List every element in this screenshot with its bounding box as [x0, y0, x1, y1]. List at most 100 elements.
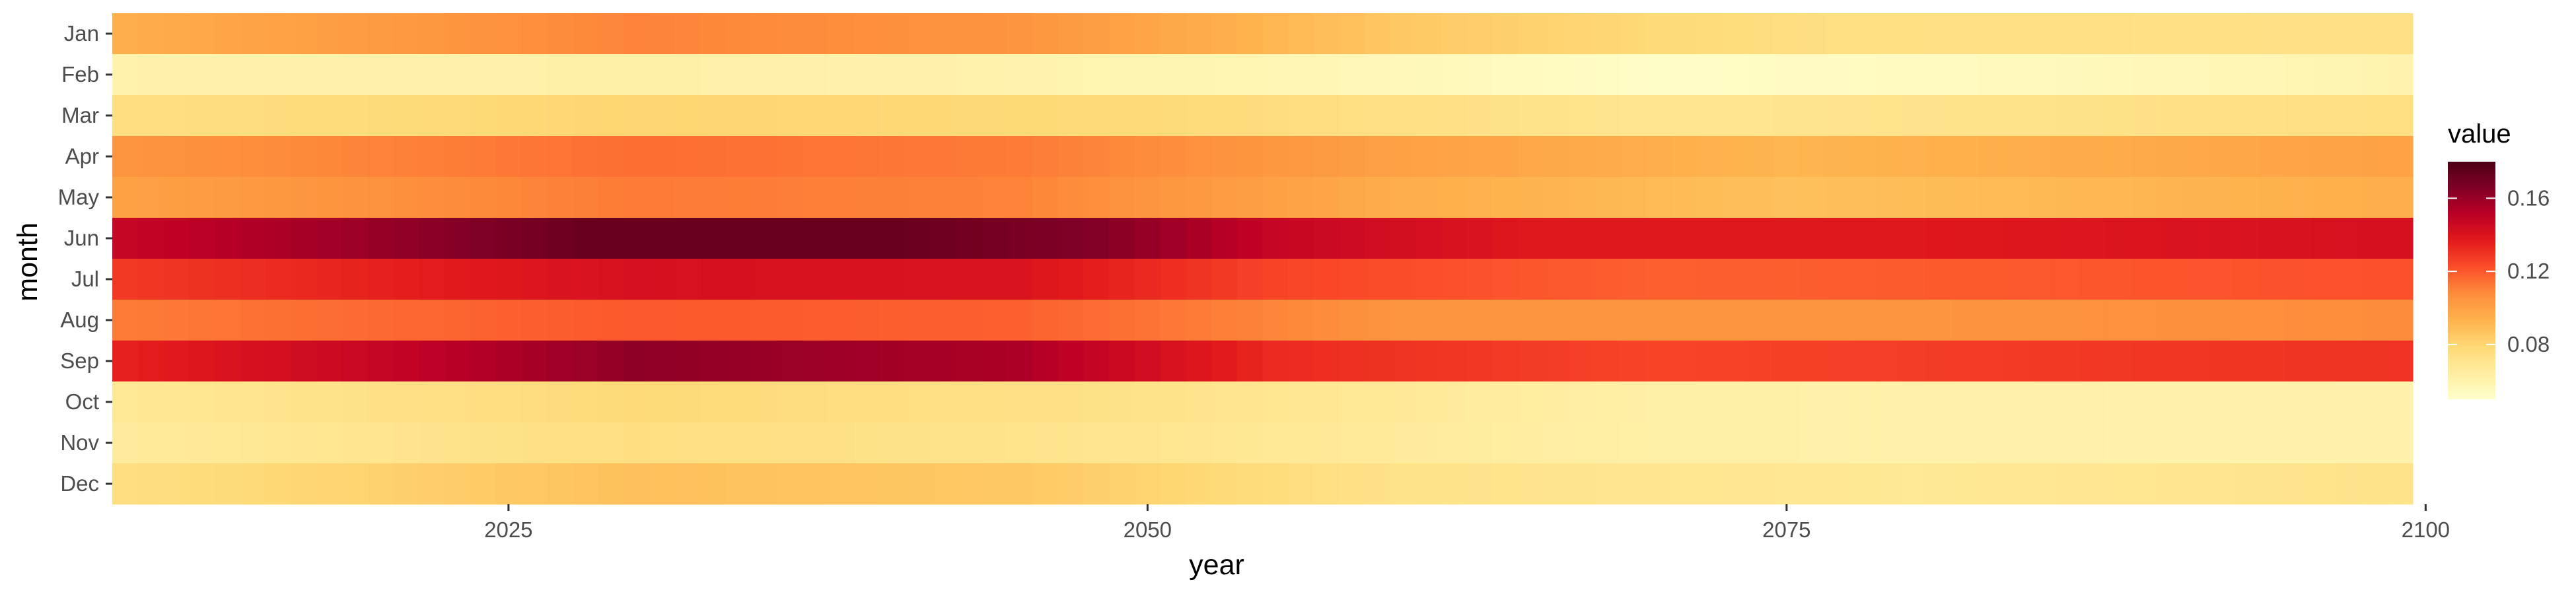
heatmap-cell: [495, 341, 522, 382]
heatmap-cell: [112, 300, 139, 341]
heatmap-cell: [342, 381, 369, 423]
heatmap-cell: [214, 381, 241, 423]
heatmap-cell: [1492, 341, 1519, 382]
heatmap-cell: [495, 177, 522, 218]
heatmap-cell: [2234, 54, 2260, 96]
heatmap-cell: [2157, 259, 2184, 300]
heatmap-cell: [1952, 300, 1979, 341]
heatmap-cell: [546, 218, 573, 259]
heatmap-cell: [1569, 218, 1596, 259]
heatmap-cell: [1748, 95, 1775, 137]
heatmap-cell: [2208, 341, 2235, 382]
heatmap-cell: [674, 422, 701, 464]
heatmap-cell: [1135, 259, 1161, 300]
heatmap-cell: [1876, 259, 1902, 300]
heatmap-cell: [2131, 136, 2158, 178]
heatmap-cell: [751, 177, 777, 218]
heatmap-cell: [291, 259, 318, 300]
x-tick-label: 2050: [1124, 517, 1172, 542]
heatmap-cell: [930, 13, 956, 55]
heatmap-cell: [1288, 13, 1314, 55]
y-axis: Jan Feb Mar Apr May Jun Jul Aug Sep Oct Nov Dec: [58, 21, 112, 496]
heatmap-cell: [1083, 259, 1110, 300]
heatmap-cell: [189, 13, 215, 55]
heatmap-cell: [1697, 177, 1723, 218]
heatmap-cell: [1160, 341, 1186, 382]
heatmap-cell: [2131, 95, 2158, 137]
heatmap-cell: [2106, 54, 2132, 96]
heatmap-cell: [777, 341, 803, 382]
heatmap-cell: [930, 381, 956, 423]
heatmap-cell: [2208, 463, 2235, 505]
heatmap-cell: [598, 463, 624, 505]
heatmap-cell: [189, 54, 215, 96]
heatmap-cell: [1492, 218, 1519, 259]
heatmap-cell: [214, 300, 241, 341]
heatmap-cell: [1697, 13, 1723, 55]
heatmap-cell: [700, 218, 727, 259]
heatmap-cell: [240, 95, 266, 137]
heatmap-cell: [521, 218, 548, 259]
heatmap-cell: [1057, 177, 1085, 218]
heatmap-cell: [137, 177, 164, 218]
heatmap-cell: [1032, 177, 1059, 218]
heatmap-cell: [1748, 136, 1775, 178]
heatmap-cell: [419, 422, 445, 464]
heatmap-cell: [163, 463, 190, 505]
heatmap-cell: [2387, 54, 2414, 96]
heatmap-cell: [2310, 54, 2337, 96]
heatmap-cell: [266, 341, 292, 382]
heatmap-cell: [930, 218, 956, 259]
heatmap-cell: [1236, 177, 1264, 218]
heatmap-cell: [342, 341, 369, 382]
heatmap-cell: [649, 13, 675, 55]
heatmap-cell: [1620, 422, 1647, 464]
heatmap-cell: [1339, 95, 1365, 137]
heatmap-cell: [2310, 300, 2337, 341]
heatmap-cell: [368, 13, 394, 55]
heatmap-cell: [1288, 136, 1314, 178]
heatmap-cell: [1262, 463, 1289, 505]
heatmap-cell: [112, 463, 139, 505]
heatmap-cell: [1569, 463, 1596, 505]
heatmap-cell: [1544, 95, 1570, 137]
heatmap-cell: [1697, 54, 1723, 96]
heatmap-cell: [470, 381, 497, 423]
heatmap-cell: [470, 218, 497, 259]
heatmap-cell: [393, 381, 419, 423]
heatmap-cell: [1671, 422, 1698, 464]
heatmap-cell: [1544, 463, 1570, 505]
heatmap-cell: [879, 463, 906, 505]
heatmap-cell: [1186, 259, 1212, 300]
heatmap-cell: [1390, 13, 1417, 55]
heatmap-cell: [1083, 422, 1110, 464]
heatmap-cell: [1415, 218, 1442, 259]
heatmap-cell: [777, 136, 803, 178]
heatmap-cell: [649, 341, 675, 382]
heatmap-cell: [189, 259, 215, 300]
heatmap-cell: [445, 136, 471, 178]
heatmap-cell: [1902, 54, 1928, 96]
heatmap-cell: [725, 463, 752, 505]
heatmap-cell: [1978, 259, 2005, 300]
heatmap-cell: [2259, 13, 2286, 55]
heatmap-cell: [240, 422, 266, 464]
heatmap-cell: [2234, 218, 2260, 259]
heatmap-cell: [393, 341, 419, 382]
heatmap-cell: [1799, 177, 1826, 218]
heatmap-cell: [674, 177, 701, 218]
heatmap-cell: [624, 177, 650, 218]
heatmap-cell: [1339, 54, 1365, 96]
heatmap-cell: [1799, 54, 1826, 96]
y-tick-label: Mar: [61, 103, 99, 127]
heatmap-cell: [1313, 463, 1340, 505]
heatmap-cell: [1186, 341, 1212, 382]
heatmap-cell: [981, 259, 1008, 300]
heatmap-cell: [1902, 95, 1928, 137]
heatmap-cell: [572, 381, 598, 423]
heatmap-cell: [956, 463, 982, 505]
heatmap-cell: [137, 381, 164, 423]
heatmap-cell: [1952, 463, 1979, 505]
heatmap-cell: [624, 300, 650, 341]
heatmap-cell: [930, 463, 956, 505]
